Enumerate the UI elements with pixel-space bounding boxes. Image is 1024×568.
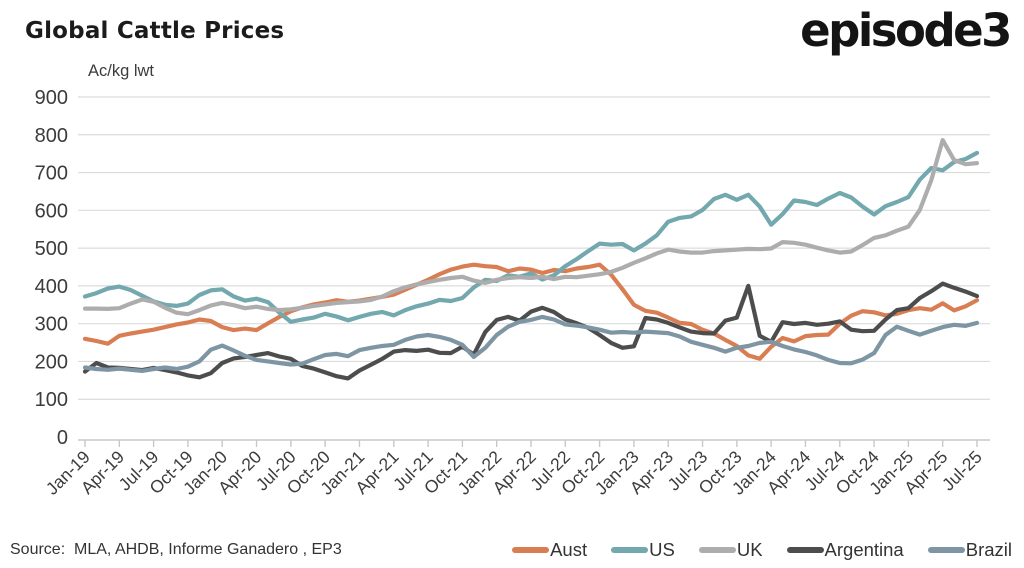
legend-label: US [649, 539, 675, 560]
legend-swatch-us [611, 547, 649, 553]
legend-item-uk: UK [698, 539, 763, 561]
y-tick-label: 800 [35, 125, 68, 147]
legend-item-brazil: Brazil [927, 539, 1012, 561]
legend-swatch-argentina [786, 547, 824, 553]
legend-label: Aust [550, 539, 588, 560]
y-tick-label: 300 [35, 314, 68, 336]
legend: Aust US UK Argentina Brazil [512, 539, 1012, 561]
legend-item-aust: Aust [512, 539, 587, 561]
y-tick-label: 900 [35, 87, 68, 109]
legend-swatch-aust [512, 547, 550, 553]
legend-swatch-uk [698, 547, 736, 553]
page-title: Global Cattle Prices [25, 18, 285, 44]
source-note: Source: MLA, AHDB, Informe Ganadero , EP… [10, 541, 342, 558]
y-tick-label: 500 [35, 238, 68, 260]
legend-label: Argentina [824, 539, 904, 560]
legend-item-argentina: Argentina [786, 539, 904, 561]
legend-label: UK [736, 539, 763, 560]
brand-logo: episode3 [800, 4, 1012, 57]
legend-item-us: US [611, 539, 675, 561]
line-chart: 0100200300400500600700800900Jan-19Apr-19… [35, 87, 990, 499]
legend-label: Brazil [965, 539, 1012, 560]
series-line-brazil [82, 314, 980, 373]
y-tick-label: 0 [57, 427, 68, 449]
y-tick-label: 600 [35, 200, 68, 222]
y-axis-unit-label: Ac/kg lwt [88, 62, 155, 80]
series-line-aust [82, 262, 980, 361]
y-tick-label: 400 [35, 276, 68, 298]
x-tick-label: Jul-25 [938, 447, 986, 495]
legend-swatch-brazil [927, 547, 965, 553]
chart-footer: Source: MLA, AHDB, Informe Ganadero , EP… [10, 536, 1012, 564]
series-line-uk [82, 138, 980, 317]
y-tick-label: 700 [35, 163, 68, 185]
series-line-us [82, 150, 980, 324]
y-tick-label: 200 [35, 351, 68, 373]
y-tick-label: 100 [35, 389, 68, 411]
series-line-argentina [82, 281, 980, 381]
